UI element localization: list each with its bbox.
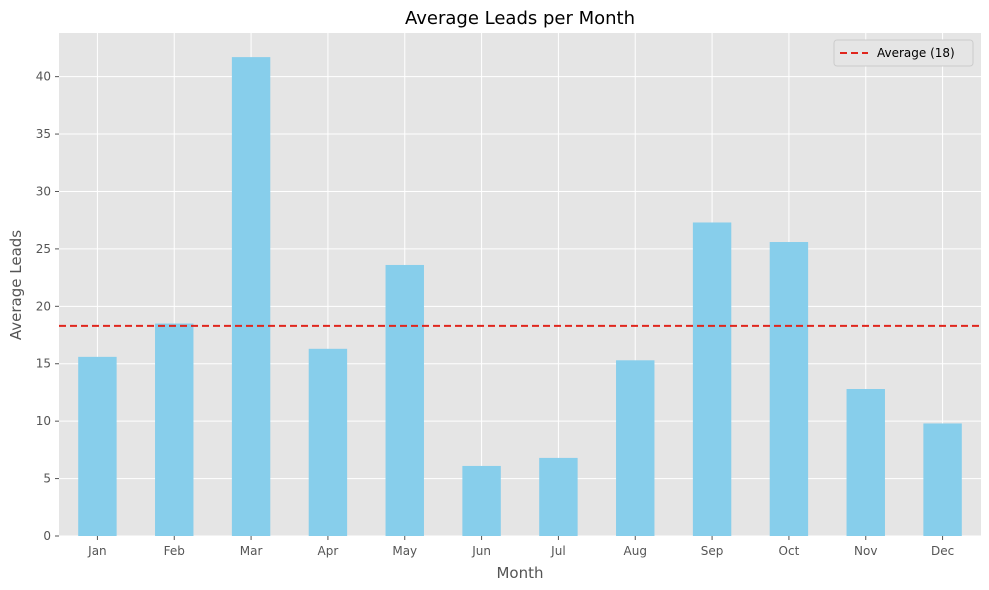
x-tick-label: May (392, 544, 417, 558)
y-tick-label: 40 (36, 70, 51, 84)
x-tick-label: Jul (550, 544, 565, 558)
y-tick-label: 10 (36, 414, 51, 428)
bar-feb (155, 323, 194, 536)
chart-title: Average Leads per Month (405, 8, 635, 29)
x-tick-label: Nov (854, 544, 877, 558)
y-tick-label: 5 (43, 472, 51, 486)
bar-may (385, 264, 424, 536)
y-tick-label: 35 (36, 127, 51, 141)
x-axis-ticks: Jan Feb Mar Apr May Jun Jul Aug Sep Oct Nov Dec (87, 536, 954, 558)
x-tick-label: Dec (931, 544, 954, 558)
x-tick-label: Oct (779, 544, 800, 558)
x-tick-label: Jan (87, 544, 107, 558)
x-tick-label: Apr (318, 544, 339, 558)
bar-sep (692, 222, 732, 536)
x-tick-label: Aug (624, 544, 647, 558)
bar-apr (308, 348, 348, 536)
y-axis-ticks: 0 5 10 15 20 25 30 35 40 (36, 70, 59, 543)
y-tick-label: 30 (36, 184, 51, 198)
bar-jul (539, 457, 578, 536)
bar-mar (231, 57, 271, 536)
bar-nov (846, 389, 885, 536)
bar-aug (616, 360, 655, 536)
bars (78, 57, 962, 536)
y-tick-label: 15 (36, 357, 51, 371)
bar-dec (923, 423, 962, 536)
bar-jan (78, 356, 117, 536)
x-tick-label: Sep (701, 544, 724, 558)
y-tick-label: 0 (43, 529, 51, 543)
y-tick-label: 25 (36, 242, 51, 256)
legend-label-average: Average (18) (877, 46, 955, 60)
x-axis-label: Month (496, 564, 543, 582)
legend: Average (18) (833, 39, 974, 67)
bar-oct (769, 242, 809, 536)
legend-box (833, 39, 974, 67)
plot-area (59, 33, 981, 536)
bar-jun (462, 465, 501, 536)
x-tick-label: Feb (164, 544, 185, 558)
y-axis-label: Average Leads (7, 230, 25, 340)
x-tick-label: Jun (471, 544, 491, 558)
y-tick-label: 20 (36, 299, 51, 313)
x-tick-label: Mar (240, 544, 263, 558)
